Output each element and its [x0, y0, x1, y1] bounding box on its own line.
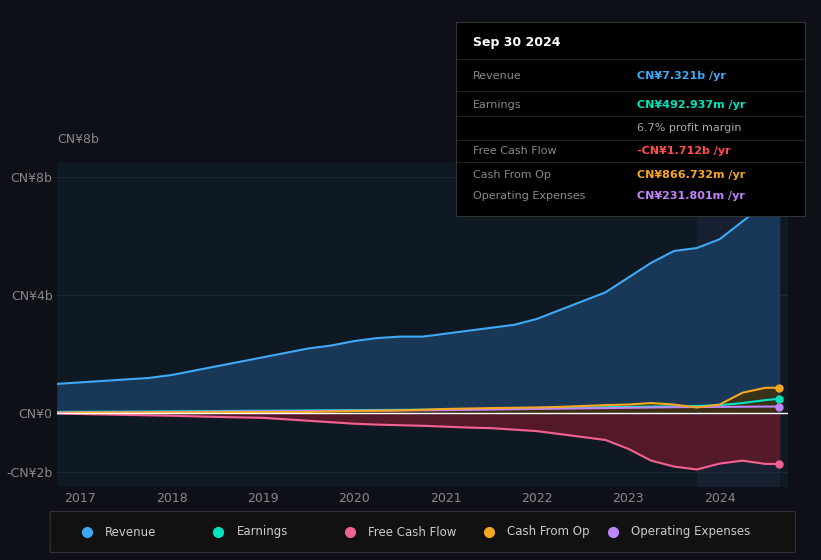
- Text: CN¥492.937m /yr: CN¥492.937m /yr: [637, 100, 745, 110]
- Text: CN¥231.801m /yr: CN¥231.801m /yr: [637, 192, 745, 201]
- Text: Revenue: Revenue: [105, 525, 156, 539]
- FancyBboxPatch shape: [50, 511, 796, 553]
- Text: Operating Expenses: Operating Expenses: [631, 525, 750, 539]
- Text: Cash From Op: Cash From Op: [473, 170, 551, 180]
- Text: CN¥866.732m /yr: CN¥866.732m /yr: [637, 170, 745, 180]
- Text: Earnings: Earnings: [473, 100, 521, 110]
- Text: CN¥7.321b /yr: CN¥7.321b /yr: [637, 72, 726, 82]
- Text: Free Cash Flow: Free Cash Flow: [473, 146, 557, 156]
- Text: Free Cash Flow: Free Cash Flow: [368, 525, 456, 539]
- Text: CN¥8b: CN¥8b: [57, 133, 99, 146]
- Text: Earnings: Earnings: [236, 525, 288, 539]
- Text: -CN¥1.712b /yr: -CN¥1.712b /yr: [637, 146, 731, 156]
- Text: Sep 30 2024: Sep 30 2024: [473, 36, 561, 49]
- Bar: [697, 162, 779, 487]
- Text: Operating Expenses: Operating Expenses: [473, 192, 585, 201]
- Text: Revenue: Revenue: [473, 72, 522, 82]
- Text: Cash From Op: Cash From Op: [507, 525, 589, 539]
- Text: 6.7% profit margin: 6.7% profit margin: [637, 123, 741, 133]
